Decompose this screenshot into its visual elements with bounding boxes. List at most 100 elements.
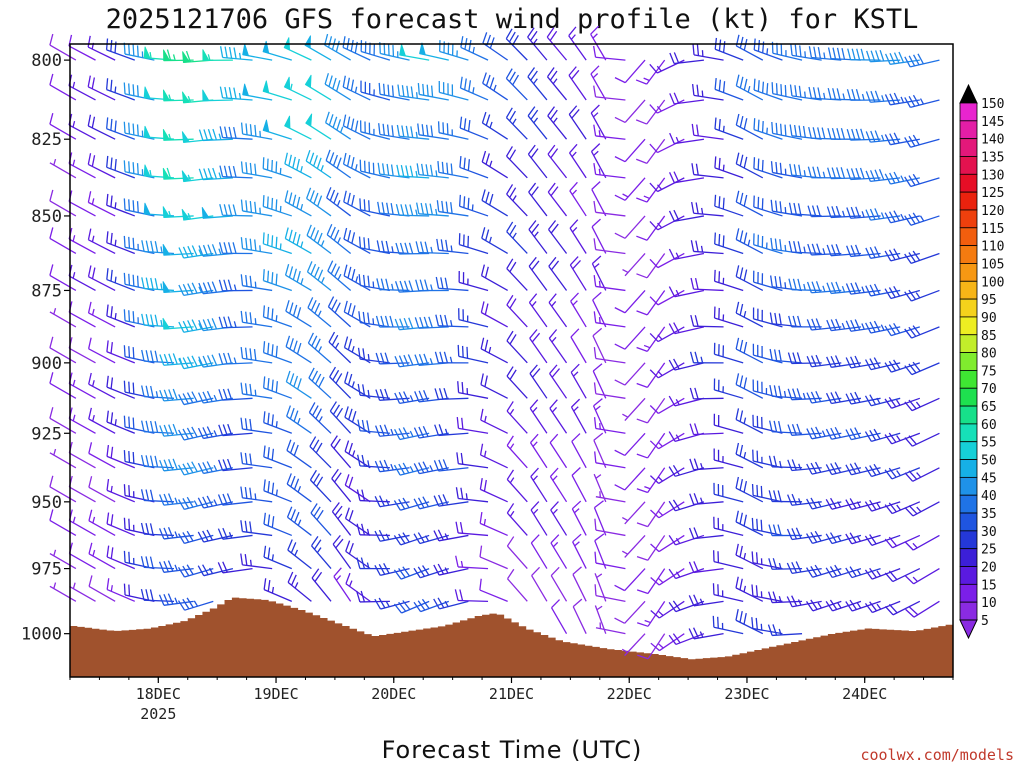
- wind-barb: [529, 433, 548, 469]
- wind-barb: [528, 256, 548, 291]
- wind-barb: [217, 561, 253, 574]
- wind-barb: [356, 489, 390, 503]
- wind-barb: [637, 633, 666, 660]
- wind-barb: [49, 227, 77, 255]
- wind-barb: [306, 261, 332, 291]
- wind-barb: [439, 40, 469, 61]
- wind-barb: [306, 224, 332, 254]
- wind-barb: [636, 501, 666, 528]
- wind-barb: [329, 401, 352, 434]
- wind-barb: [307, 332, 332, 364]
- wind-barb: [593, 163, 626, 179]
- wind-barb: [713, 269, 744, 292]
- wind-barb: [668, 600, 705, 613]
- wind-barb: [571, 500, 587, 536]
- wind-barb: [304, 74, 332, 101]
- wind-barb: [106, 512, 136, 537]
- wind-barb: [530, 467, 548, 503]
- wind-barb: [284, 190, 312, 217]
- wind-barb: [333, 567, 352, 602]
- wind-barb: [141, 420, 175, 434]
- wind-barb: [263, 411, 293, 434]
- wind-barb: [181, 91, 214, 104]
- wind-barb: [669, 52, 704, 65]
- wind-barb: [527, 144, 548, 179]
- wind-barb: [825, 532, 862, 545]
- wind-barb: [262, 80, 292, 101]
- wind-barb: [614, 568, 646, 592]
- wind-barb: [506, 401, 528, 434]
- wind-barb: [770, 161, 803, 179]
- wind-barb: [768, 455, 803, 469]
- wind-barb: [668, 395, 705, 407]
- wind-barb: [434, 387, 469, 401]
- wind-barb: [790, 43, 822, 61]
- wind-barb: [141, 313, 175, 328]
- wind-barb: [713, 516, 744, 537]
- colorbar-swatch: [959, 120, 978, 140]
- wind-barb: [548, 220, 568, 254]
- wind-barb: [636, 290, 666, 316]
- wind-barb: [218, 279, 253, 292]
- wind-barb: [789, 163, 822, 179]
- wind-barb: [713, 378, 744, 399]
- wind-barb: [328, 331, 352, 364]
- wind-barb: [528, 220, 548, 254]
- colorbar-label: 30: [981, 525, 997, 540]
- wind-barb: [806, 318, 842, 331]
- wind-barb: [865, 246, 901, 259]
- wind-barb: [140, 522, 175, 537]
- wind-barb: [324, 33, 351, 61]
- wind-barb: [753, 157, 783, 179]
- x-tick-label: 20DEC: [371, 685, 416, 703]
- wind-barb: [262, 40, 292, 61]
- wind-barb: [668, 534, 705, 546]
- wind-barb: [668, 248, 705, 260]
- wind-barb: [845, 427, 881, 441]
- wind-barb: [590, 25, 607, 61]
- wind-barb: [49, 475, 77, 503]
- wind-barb: [141, 240, 175, 255]
- x-tick-label: 18DEC: [136, 685, 181, 703]
- wind-barb: [343, 300, 371, 328]
- wind-barb: [649, 59, 685, 74]
- wind-barb: [593, 311, 626, 328]
- wind-barb: [865, 283, 901, 297]
- colorbar-swatch: [959, 245, 978, 264]
- wind-barb: [864, 428, 901, 442]
- wind-barb: [636, 326, 666, 352]
- wind-barb: [240, 346, 273, 364]
- colorbar-swatch: [959, 316, 978, 336]
- wind-barb: [433, 563, 469, 576]
- colorbar-swatch: [959, 209, 978, 229]
- wind-barb: [506, 536, 528, 570]
- colorbar-label: 80: [981, 347, 997, 362]
- wind-barb: [177, 597, 214, 611]
- wind-barb: [826, 205, 861, 219]
- wind-barb: [305, 150, 332, 179]
- wind-barb: [482, 72, 509, 101]
- wind-barb: [162, 243, 194, 256]
- wind-barb: [594, 451, 626, 469]
- wind-barb: [454, 589, 489, 602]
- wind-barb: [622, 501, 646, 525]
- wind-barb: [904, 501, 940, 517]
- wind-barb: [437, 121, 469, 140]
- colorbar-label: 20: [981, 561, 997, 576]
- colorbar-swatch: [959, 566, 978, 585]
- colorbar-swatch: [959, 530, 978, 550]
- wind-barb: [806, 461, 842, 475]
- wind-barb: [240, 382, 273, 399]
- wind-barb: [636, 467, 666, 494]
- colorbar-label: 150: [981, 97, 1004, 112]
- wind-barb: [178, 282, 214, 297]
- wind-barb: [590, 143, 607, 179]
- wind-barb: [806, 426, 842, 440]
- wind-barb: [806, 281, 842, 294]
- wind-barb: [263, 479, 293, 503]
- x-axis-label: Forecast Time (UTC): [382, 736, 643, 764]
- wind-barb: [506, 366, 528, 399]
- wind-barb: [735, 608, 764, 635]
- wind-barb: [358, 274, 391, 292]
- terrain-layer: [70, 597, 953, 677]
